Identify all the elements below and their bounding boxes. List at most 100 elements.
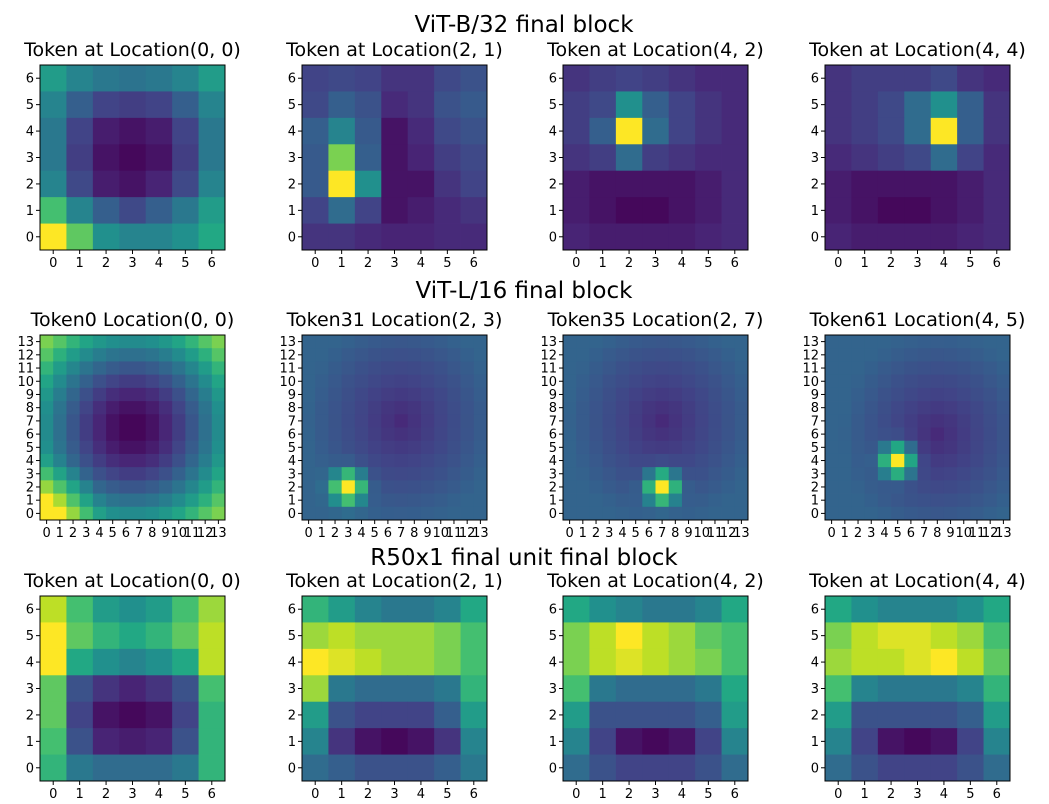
heatmap-cell <box>721 596 749 623</box>
y-tick-label: 6 <box>549 428 557 443</box>
heatmap-cell <box>145 754 173 782</box>
heatmap-cell <box>158 335 173 349</box>
heatmap-cell <box>92 374 107 389</box>
heatmap-cell <box>642 374 656 389</box>
heatmap-cell <box>642 197 670 224</box>
heatmap-2-2: Token at Location(4, 2) 0 1 2 3 4 5 6 0 1 2 3 4 5 6 <box>546 570 764 802</box>
heatmap-cell <box>211 453 226 468</box>
heatmap-cell <box>615 427 630 442</box>
y-tick-label: 12 <box>802 348 819 363</box>
heatmap-cell <box>721 374 736 389</box>
heatmap-1-2: Token35 Location(2, 7)0 1 2 3 4 5 6 7 8 9 10111213… <box>540 309 763 541</box>
y-tick-label: 3 <box>549 467 557 482</box>
heatmap-cell <box>198 728 226 755</box>
heatmap-cell <box>825 401 839 415</box>
heatmap-cell <box>368 401 382 415</box>
heatmap-cell <box>434 467 448 481</box>
x-tick-label: 0 <box>304 526 312 541</box>
heatmap-cell <box>563 348 577 362</box>
heatmap-cell <box>354 506 369 521</box>
heatmap-cell <box>642 414 656 428</box>
heatmap-cell <box>447 453 461 468</box>
heatmap-cell <box>394 361 409 376</box>
heatmap-cell <box>185 506 199 521</box>
heatmap-cell <box>877 506 892 521</box>
heatmap-cell <box>983 91 1011 119</box>
heatmap-cell <box>904 480 918 494</box>
heatmap-cell <box>877 348 892 362</box>
heatmap-cell <box>460 648 488 676</box>
heatmap-cell <box>66 197 94 224</box>
heatmap-cell <box>302 144 329 172</box>
heatmap-cell <box>434 622 461 650</box>
heatmap-cell <box>615 596 643 623</box>
heatmap-cell <box>943 440 958 455</box>
heatmap-cell <box>92 401 107 415</box>
y-tick-label: 0 <box>811 507 819 522</box>
heatmap-cell <box>434 728 461 755</box>
heatmap-cell <box>211 361 226 376</box>
heatmap-cell <box>92 223 120 251</box>
heatmap-cell <box>930 387 945 402</box>
heatmap-cell <box>132 335 147 349</box>
heatmap-cell <box>877 387 892 402</box>
heatmap-cell <box>825 387 839 402</box>
heatmap-cell <box>668 144 696 172</box>
heatmap-cell <box>563 467 577 481</box>
heatmap-cell <box>66 335 81 349</box>
heatmap-cell <box>211 387 226 402</box>
heatmap-cell <box>119 728 147 755</box>
y-tick-label: 3 <box>811 467 819 482</box>
heatmap-cell <box>106 453 120 468</box>
heatmap-cell <box>851 467 866 481</box>
heatmap-cell <box>983 197 1011 224</box>
heatmap-cell <box>185 480 199 494</box>
x-tick-label: 5 <box>109 526 117 541</box>
heatmap-cell <box>589 701 617 729</box>
heatmap-cell <box>602 467 617 481</box>
heatmap-cell <box>695 728 722 755</box>
heatmap-cell <box>119 701 147 729</box>
heatmap-cell <box>172 170 199 198</box>
heatmap-cell <box>66 117 94 145</box>
y-tick-label: 11 <box>17 362 34 377</box>
y-tick-label: 2 <box>26 480 34 495</box>
heatmap-cell <box>668 170 696 198</box>
heatmap-cell <box>92 493 107 508</box>
x-tick-label: 1 <box>76 256 84 271</box>
heatmap-cell <box>420 440 435 455</box>
heatmap-cell <box>589 65 617 92</box>
heatmap-cell <box>917 506 932 521</box>
heatmap-cell <box>734 453 749 468</box>
heatmap-cell <box>930 427 945 442</box>
x-tick-label: 4 <box>880 526 888 541</box>
heatmap-cell <box>420 361 435 376</box>
heatmap-cell <box>158 374 173 389</box>
x-tick-label: 8 <box>148 526 156 541</box>
heatmap-cell <box>864 453 879 468</box>
heatmap-cell <box>851 361 866 376</box>
heatmap-cell <box>420 374 435 389</box>
heatmap-cell <box>589 401 604 415</box>
heatmap-cell <box>721 648 749 676</box>
heatmap-cell <box>79 506 94 521</box>
heatmap-cell <box>473 401 488 415</box>
y-tick-label: 2 <box>549 480 557 495</box>
heatmap-cell <box>904 170 932 198</box>
heatmap-cell <box>629 361 643 376</box>
y-tick-label: 6 <box>288 428 296 443</box>
heatmap-cell <box>629 493 643 508</box>
heatmap-cell <box>930 648 958 676</box>
heatmap-cell <box>185 453 199 468</box>
heatmap-cell <box>838 467 852 481</box>
heatmap-cell <box>615 622 643 650</box>
heatmap-cell <box>957 335 971 349</box>
heatmap-cell <box>864 493 879 508</box>
heatmap-cell <box>838 374 852 389</box>
y-tick-label: 2 <box>811 480 819 495</box>
y-tick-label: 13 <box>540 335 557 350</box>
heatmap-cell <box>40 401 54 415</box>
heatmap-cell <box>904 493 918 508</box>
heatmap-cell <box>983 506 998 521</box>
heatmap-cell <box>158 401 173 415</box>
